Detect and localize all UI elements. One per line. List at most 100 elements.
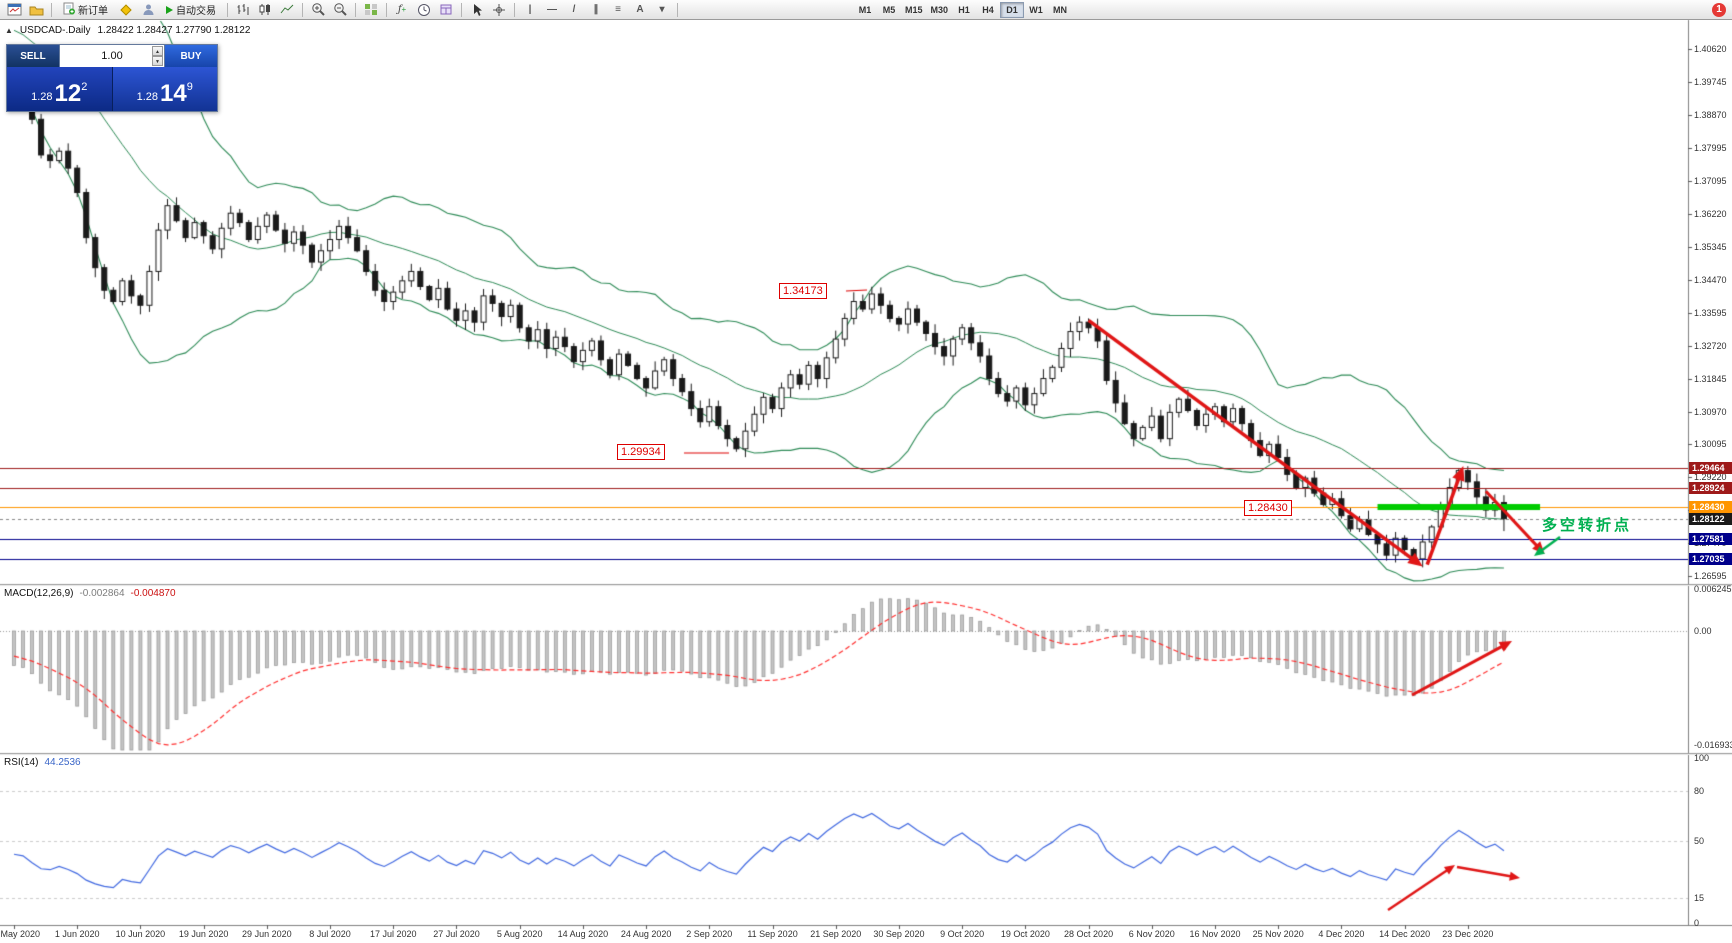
bid-price-pipette: 2 xyxy=(81,81,88,93)
timeframe-h1[interactable]: H1 xyxy=(958,4,970,15)
price-axis-label: 1.26595 xyxy=(1694,571,1727,581)
timeframe-d1[interactable]: D1 xyxy=(1000,1,1025,18)
toolbar-separator xyxy=(227,2,228,17)
toolbar-separator xyxy=(514,2,515,17)
price-axis-label: 1.34470 xyxy=(1694,275,1727,286)
macd-label: MACD(12,26,9) -0.002864 -0.004870 xyxy=(4,588,176,599)
bid-price-prefix: 1.28 xyxy=(31,91,53,103)
rsi-label: RSI(14) 44.2536 xyxy=(4,757,81,768)
timeframe-mn[interactable]: MN xyxy=(1053,4,1068,15)
price-axis-label: 1.33595 xyxy=(1694,307,1727,318)
toolbar: 新订单 自动交易 ƒ + | — / ∥ xyxy=(0,0,1732,20)
price-axis-label: 1.31845 xyxy=(1694,373,1727,384)
fibonacci-tool-icon[interactable]: ≡ xyxy=(615,4,621,15)
tile-windows-icon[interactable] xyxy=(361,2,381,18)
date-axis-label: 24 Aug 2020 xyxy=(620,929,672,939)
line-chart-icon[interactable] xyxy=(277,2,297,18)
auto-trading-button[interactable]: 自动交易 xyxy=(160,2,222,18)
new-chart-icon[interactable] xyxy=(4,2,24,18)
date-axis-label: 28 Oct 2020 xyxy=(1064,929,1114,939)
volume-decrease-button[interactable]: ▼ xyxy=(152,56,163,66)
ask-price-pipette: 9 xyxy=(186,81,193,93)
date-axis-label: 5 Aug 2020 xyxy=(496,929,543,939)
volume-value: 1.00 xyxy=(101,50,123,62)
metaeditor-icon[interactable] xyxy=(116,2,136,18)
bar-chart-icon[interactable] xyxy=(233,2,253,18)
date-axis-label: 19 Jun 2020 xyxy=(178,929,229,939)
collapse-one-click-icon[interactable]: ▲ xyxy=(5,26,13,35)
price-axis-label: 1.35345 xyxy=(1694,242,1727,253)
annotation-level-price: 1.28430 xyxy=(1244,500,1292,516)
rsi-axis-label: 50 xyxy=(1694,835,1705,846)
price-tag-1.28924: 1.28924 xyxy=(1689,482,1732,495)
timeframe-m30[interactable]: M30 xyxy=(930,4,949,15)
date-axis-label: 19 Oct 2020 xyxy=(1000,929,1050,939)
price-tag-1.28430: 1.28430 xyxy=(1689,501,1732,514)
notification-badge[interactable]: 1 xyxy=(1712,3,1726,17)
price-axis-label: 1.37995 xyxy=(1694,142,1727,153)
timeframe-h4[interactable]: H4 xyxy=(982,4,994,15)
candlesticks-icon[interactable] xyxy=(255,2,275,18)
trendline-tool-icon[interactable]: / xyxy=(572,4,576,15)
sell-button[interactable]: SELL xyxy=(7,45,59,67)
volume-increase-button[interactable]: ▲ xyxy=(152,46,163,56)
date-axis-label: 23 Dec 2020 xyxy=(1442,929,1494,939)
indicators-icon[interactable]: ƒ + xyxy=(397,4,407,15)
new-order-button[interactable]: 新订单 xyxy=(57,2,114,18)
date-axis-label: 14 Aug 2020 xyxy=(557,929,609,939)
date-axis-label: 21 Sep 2020 xyxy=(810,929,862,939)
price-tag-1.28122: 1.28122 xyxy=(1689,512,1732,525)
price-axis-label: 1.30970 xyxy=(1694,406,1727,417)
zoom-out-icon[interactable] xyxy=(330,2,350,18)
toolbar-separator xyxy=(355,2,356,17)
periods-icon[interactable] xyxy=(414,2,434,18)
macd-axis-label: 0.00 xyxy=(1694,626,1712,636)
horizontal-line-tool-icon[interactable]: — xyxy=(547,4,557,15)
channel-tool-icon[interactable]: ∥ xyxy=(593,4,599,15)
timeframe-m5[interactable]: M5 xyxy=(882,4,896,15)
price-axis-label: 1.39745 xyxy=(1694,76,1727,87)
zoom-in-icon[interactable] xyxy=(308,2,328,18)
date-axis-label: 29 Jun 2020 xyxy=(242,929,292,939)
auto-trading-play-icon xyxy=(166,5,173,14)
date-axis-label: 10 Jun 2020 xyxy=(115,929,166,939)
price-axis-label: 1.29220 xyxy=(1694,472,1727,483)
rsi-value: 44.2536 xyxy=(44,757,81,768)
date-axis-label: 16 Nov 2020 xyxy=(1189,929,1241,939)
crosshair-icon[interactable] xyxy=(489,2,509,18)
buy-button[interactable]: BUY xyxy=(165,45,217,67)
date-axis-label: 6 Nov 2020 xyxy=(1128,929,1175,939)
one-click-trading-panel: SELL 1.00 ▲ ▼ BUY 1.28 12 2 1.28 14 9 xyxy=(6,44,218,112)
date-axis-label: 30 Sep 2020 xyxy=(873,929,925,939)
toolbar-separator xyxy=(461,2,462,17)
arrows-tool-icon[interactable]: ▾ xyxy=(659,4,665,15)
profiles-icon[interactable] xyxy=(26,2,46,18)
new-order-icon xyxy=(63,2,75,18)
experts-icon[interactable] xyxy=(138,2,158,18)
date-axis-label: 17 Jul 2020 xyxy=(369,929,417,939)
macd-axis-label: -0.016933 xyxy=(1694,739,1732,750)
toolbar-separator xyxy=(386,2,387,17)
timeframe-w1[interactable]: W1 xyxy=(1029,4,1043,15)
price-tag-1.29464: 1.29464 xyxy=(1689,462,1732,475)
bid-price-panel[interactable]: 1.28 12 2 xyxy=(7,67,113,111)
toolbar-separator xyxy=(677,2,678,17)
date-axis-label: 1 Jun 2020 xyxy=(54,929,100,939)
templates-icon[interactable] xyxy=(436,2,456,18)
rsi-axis-label: 0 xyxy=(1694,918,1700,928)
cursor-icon[interactable] xyxy=(467,2,487,18)
volume-input[interactable]: 1.00 ▲ ▼ xyxy=(59,45,165,67)
macd-axis-label: 0.006245 xyxy=(1694,583,1732,594)
chart-ohlc-values: 1.28422 1.28427 1.27790 1.28122 xyxy=(97,25,251,36)
timeframe-m15[interactable]: M15 xyxy=(905,4,923,15)
chart-symbol-title: USDCAD-.Daily xyxy=(19,25,91,36)
rsi-axis-label: 80 xyxy=(1694,786,1705,796)
vertical-line-tool-icon[interactable]: | xyxy=(528,4,532,15)
text-tool-icon[interactable]: A xyxy=(636,4,644,15)
timeframe-m1[interactable]: M1 xyxy=(858,4,872,15)
annotation-high-price: 1.34173 xyxy=(779,283,827,299)
price-axis-label: 1.37095 xyxy=(1694,176,1727,187)
price-axis-label: 1.38870 xyxy=(1694,109,1727,120)
ask-price-panel[interactable]: 1.28 14 9 xyxy=(112,67,217,111)
